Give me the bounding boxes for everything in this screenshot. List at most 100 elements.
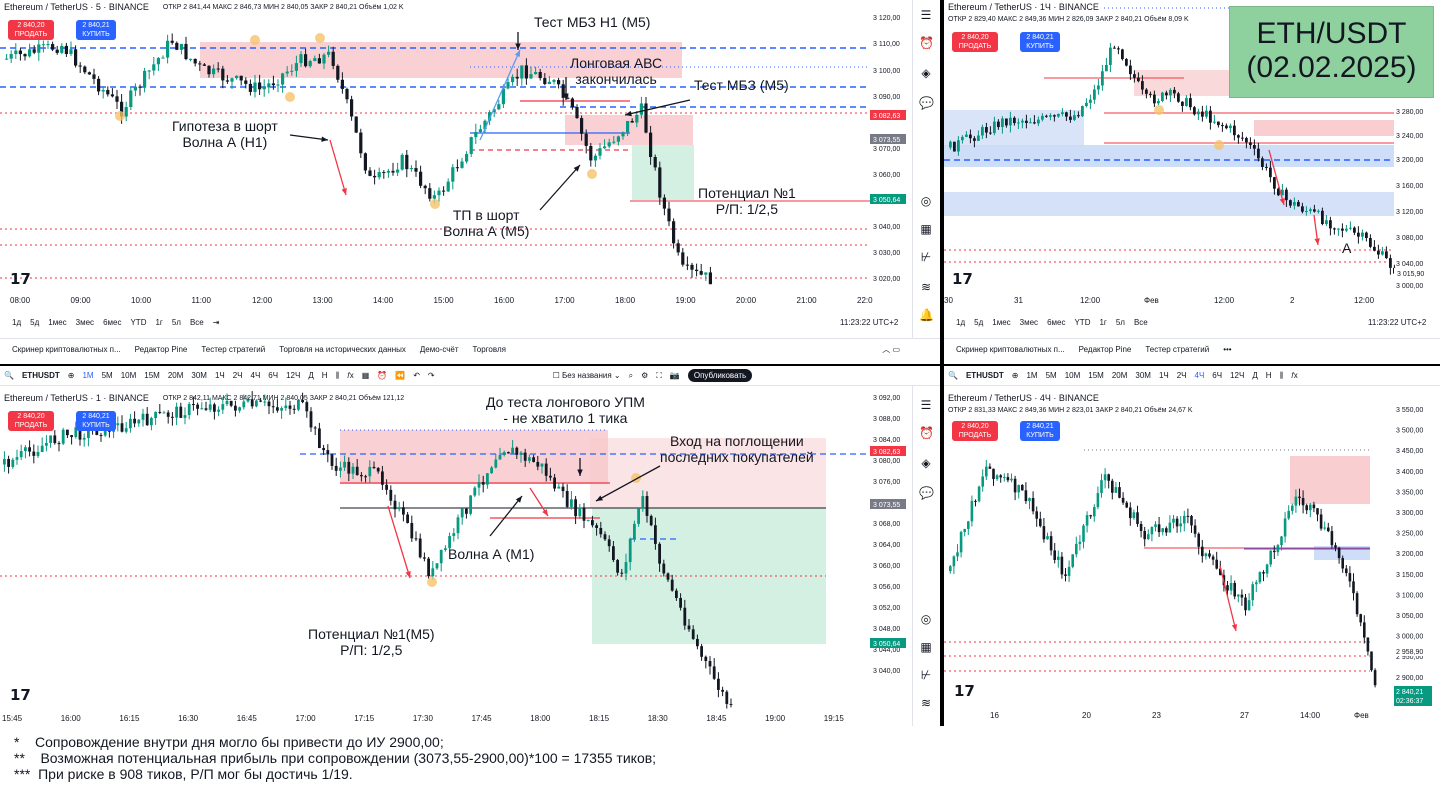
tab-replay-trading[interactable]: Торговля на исторических данных	[279, 345, 406, 354]
search-icon[interactable]: 🔍	[4, 371, 14, 380]
tab-demo-account[interactable]: Демо-счёт	[419, 345, 459, 354]
tab-strategy-tester[interactable]: Тестер стратегий	[201, 345, 266, 354]
range-1m[interactable]: 1мес	[992, 318, 1011, 327]
sell-button[interactable]: 2 840,20 ПРОДАТЬ	[8, 411, 54, 431]
indicators-icon[interactable]: 𝑓x	[347, 370, 354, 380]
chart-h1-canvas[interactable]: 3 280,00 3 240,00 3 200,00 3 160,00 3 120,00…	[944, 0, 1440, 364]
range-3m[interactable]: 3мес	[75, 318, 95, 327]
alert-icon[interactable]: ⏰	[377, 371, 388, 380]
interval-15m[interactable]: 15М	[1088, 371, 1104, 380]
interval-5m[interactable]: 5М	[101, 371, 113, 380]
interval-1m[interactable]: 1М	[1026, 371, 1038, 380]
interval-12h[interactable]: 12Ч	[1230, 371, 1245, 380]
search-icon[interactable]: 🔍	[948, 371, 958, 380]
range-1m[interactable]: 1мес	[48, 318, 67, 327]
interval-1h[interactable]: 1Ч	[214, 371, 225, 380]
interval-6h[interactable]: 6Ч	[268, 371, 279, 380]
interval-12h[interactable]: 12Ч	[286, 371, 301, 380]
chart-panel-m1[interactable]: 3 092,00 3 088,00 3 084,00 3 080,00 3 076,00…	[0, 366, 940, 726]
chart-h4-canvas[interactable]: 3 550,00 3 500,00 3 450,00 3 400,00 3 350,00…	[944, 366, 1440, 726]
replay-icon[interactable]: ⏪	[395, 371, 406, 380]
calendar-icon[interactable]: ▦	[920, 640, 932, 654]
interval-4h[interactable]: 4Ч	[1194, 371, 1205, 380]
interval-30m[interactable]: 30М	[1135, 371, 1151, 380]
sell-button[interactable]: 2 840,20 ПРОДАТЬ	[8, 20, 54, 40]
tab-crypto-screener[interactable]: Скринер криптовалютных п...	[12, 345, 121, 354]
symbol-search[interactable]: ETHUSDT	[21, 371, 60, 380]
interval-1h[interactable]: 1Ч	[1158, 371, 1169, 380]
interval-5m[interactable]: 5М	[1045, 371, 1057, 380]
stream-icon[interactable]: ≋	[920, 280, 932, 294]
buy-button[interactable]: 2 840,21 КУПИТЬ	[76, 411, 116, 431]
interval-4h[interactable]: 4Ч	[250, 371, 261, 380]
camera-icon[interactable]: 📷	[669, 371, 680, 380]
symbol-search[interactable]: ETHUSDT	[965, 371, 1004, 380]
buy-button[interactable]: 2 840,21 КУПИТЬ	[1020, 32, 1060, 52]
range-ytd[interactable]: YTD	[1074, 318, 1091, 327]
interval-d[interactable]: Д	[1252, 371, 1258, 380]
layers-icon[interactable]: ◈	[921, 456, 931, 470]
range-5y[interactable]: 5л	[1115, 318, 1125, 327]
ideas-icon[interactable]: ⊬	[920, 250, 932, 264]
interval-d[interactable]: Д	[308, 371, 314, 380]
date-range-icon[interactable]: ⇥	[212, 318, 220, 327]
range-all[interactable]: Все	[1133, 318, 1148, 327]
interval-2h[interactable]: 2Ч	[1176, 371, 1187, 380]
layout-icon[interactable]: ▦	[361, 371, 370, 380]
chart-m5-canvas[interactable]: 3 120,00 3 110,00 3 100,00 3 090,00 3 070,00…	[0, 0, 940, 364]
chevron-up-icon[interactable]: ︿ ▭	[882, 345, 900, 354]
interval-6h[interactable]: 6Ч	[1212, 371, 1223, 380]
range-6m[interactable]: 6мес	[103, 318, 122, 327]
ideas-icon[interactable]: ⊬	[920, 668, 932, 682]
alarm-icon[interactable]: ⏰	[919, 426, 934, 440]
candles-icon[interactable]: ⫼	[1279, 370, 1284, 380]
interval-2h[interactable]: 2Ч	[232, 371, 243, 380]
chat-icon[interactable]: 💬	[919, 96, 934, 110]
add-symbol-icon[interactable]: ⊕	[67, 371, 75, 380]
target-icon[interactable]: ◎	[920, 612, 932, 626]
range-1d[interactable]: 1д	[12, 318, 22, 327]
settings-icon[interactable]: ⚙	[641, 371, 649, 380]
alarm-icon[interactable]: ⏰	[919, 36, 934, 50]
range-5d[interactable]: 5д	[974, 318, 984, 327]
range-1y[interactable]: 1г	[155, 318, 163, 327]
add-symbol-icon[interactable]: ⊕	[1011, 371, 1019, 380]
layout-name[interactable]: ☐ Без названия ⌄	[552, 371, 621, 380]
tab-trading[interactable]: Торговля	[472, 345, 506, 354]
bell-icon[interactable]: 🔔	[919, 308, 934, 322]
interval-15m[interactable]: 15М	[144, 371, 160, 380]
range-5y[interactable]: 5л	[171, 318, 181, 327]
chart-panel-h4[interactable]: 3 550,00 3 500,00 3 450,00 3 400,00 3 350,00…	[944, 366, 1440, 726]
interval-30m[interactable]: 30М	[191, 371, 207, 380]
sell-button[interactable]: 2 840,20 ПРОДАТЬ	[952, 32, 998, 52]
interval-20m[interactable]: 20М	[167, 371, 184, 380]
chat-icon[interactable]: 💬	[919, 486, 934, 500]
range-1d[interactable]: 1д	[956, 318, 966, 327]
range-1y[interactable]: 1г	[1099, 318, 1107, 327]
search-settings-icon[interactable]: ⌕	[628, 370, 634, 380]
tab-crypto-screener[interactable]: Скринер криптовалютных п...	[956, 345, 1065, 354]
interval-10m[interactable]: 10М	[1064, 371, 1081, 380]
interval-20m[interactable]: 20М	[1111, 371, 1128, 380]
more-icon[interactable]: •••	[1223, 345, 1232, 354]
undo-icon[interactable]: ↶	[413, 371, 420, 380]
watchlist-icon[interactable]: ☰	[920, 8, 932, 22]
chart-panel-m5[interactable]: 3 120,00 3 110,00 3 100,00 3 090,00 3 070,00…	[0, 0, 940, 364]
interval-w[interactable]: Н	[1265, 371, 1272, 380]
stream-icon[interactable]: ≋	[920, 696, 932, 710]
chart-m1-canvas[interactable]: 3 092,00 3 088,00 3 084,00 3 080,00 3 076,00…	[0, 366, 940, 726]
buy-button[interactable]: 2 840,21 КУПИТЬ	[76, 20, 116, 40]
calendar-icon[interactable]: ▦	[920, 222, 932, 236]
range-5d[interactable]: 5д	[30, 318, 40, 327]
interval-10m[interactable]: 10М	[120, 371, 137, 380]
tab-pine-editor[interactable]: Редактор Pine	[134, 345, 188, 354]
fullscreen-icon[interactable]: ⛶	[656, 370, 662, 380]
range-6m[interactable]: 6мес	[1047, 318, 1066, 327]
range-all[interactable]: Все	[189, 318, 204, 327]
interval-w[interactable]: Н	[321, 371, 328, 380]
range-3m[interactable]: 3мес	[1019, 318, 1039, 327]
candles-icon[interactable]: ⫼	[335, 370, 340, 380]
target-icon[interactable]: ◎	[920, 194, 932, 208]
tab-strategy-tester[interactable]: Тестер стратегий	[1145, 345, 1210, 354]
interval-1m[interactable]: 1М	[82, 371, 94, 380]
